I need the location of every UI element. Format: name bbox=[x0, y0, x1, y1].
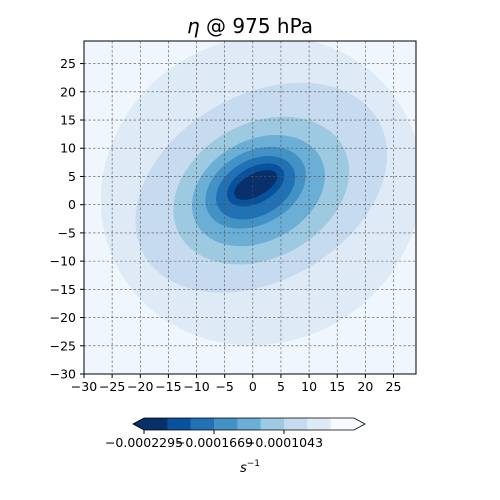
title-level: @ 975 hPa bbox=[200, 14, 313, 38]
y-tick-label: 20 bbox=[60, 84, 76, 99]
x-tick-label: −25 bbox=[99, 379, 125, 394]
y-tick-label: 25 bbox=[60, 56, 76, 71]
x-tick-label: −30 bbox=[71, 379, 97, 394]
colorbar-segment bbox=[260, 418, 285, 430]
colorbar-tick-label: −0.0001043 bbox=[245, 435, 323, 450]
y-tick-label: 0 bbox=[68, 197, 76, 212]
y-tick-label: 15 bbox=[60, 113, 76, 128]
grid-lines bbox=[83, 41, 416, 375]
x-axis: −30 −25 −20 −15 −10 −5 0 5 10 15 20 25 bbox=[71, 374, 402, 394]
y-tick-label: −20 bbox=[50, 310, 76, 325]
colorbar-segment bbox=[237, 418, 261, 430]
y-tick-label: −25 bbox=[50, 338, 76, 353]
colorbar-segment bbox=[284, 418, 308, 430]
contour-level-8 bbox=[234, 170, 278, 200]
colorbar-segment bbox=[167, 418, 191, 430]
x-tick-label: 10 bbox=[301, 379, 317, 394]
colorbar-unit: s−1 bbox=[240, 459, 260, 476]
title-variable: η bbox=[187, 14, 200, 38]
x-tick-label: 0 bbox=[249, 379, 257, 394]
y-tick-label: −30 bbox=[50, 367, 76, 382]
y-tick-label: −5 bbox=[58, 225, 76, 240]
colorbar-tick-label: −0.0001669 bbox=[175, 435, 253, 450]
plot-frame bbox=[83, 40, 417, 375]
x-tick-label: 5 bbox=[277, 379, 285, 394]
unit-exponent: −1 bbox=[247, 459, 260, 469]
colorbar-segment bbox=[144, 418, 168, 430]
colorbar-segment bbox=[330, 418, 355, 430]
x-tick-label: −15 bbox=[155, 379, 181, 394]
y-tick-label: −10 bbox=[50, 254, 76, 269]
x-tick-label: −5 bbox=[215, 379, 233, 394]
unit-base: s bbox=[240, 461, 247, 476]
y-tick-label: 10 bbox=[60, 141, 76, 156]
colorbar-over-arrow bbox=[354, 418, 365, 430]
y-axis: −30 −25 −20 −15 −10 −5 0 5 10 15 20 25 bbox=[50, 56, 84, 382]
x-tick-label: −10 bbox=[183, 379, 209, 394]
y-tick-label: −15 bbox=[50, 282, 76, 297]
x-tick-label: 15 bbox=[329, 379, 345, 394]
x-tick-label: 25 bbox=[386, 379, 402, 394]
x-tick-label: −20 bbox=[127, 379, 153, 394]
x-tick-label: 20 bbox=[357, 379, 373, 394]
colorbar: −0.0002295−0.0001669−0.0001043 bbox=[105, 417, 366, 450]
colorbar-under-arrow bbox=[133, 418, 144, 430]
colorbar-segment bbox=[190, 418, 215, 430]
colorbar-segment bbox=[307, 418, 331, 430]
colorbar-segment bbox=[214, 418, 238, 430]
chart-title: η @ 975 hPa bbox=[187, 14, 313, 38]
y-tick-label: 5 bbox=[68, 169, 76, 184]
colorbar-tick-label: −0.0002295 bbox=[105, 435, 183, 450]
plot-area bbox=[84, 41, 416, 374]
